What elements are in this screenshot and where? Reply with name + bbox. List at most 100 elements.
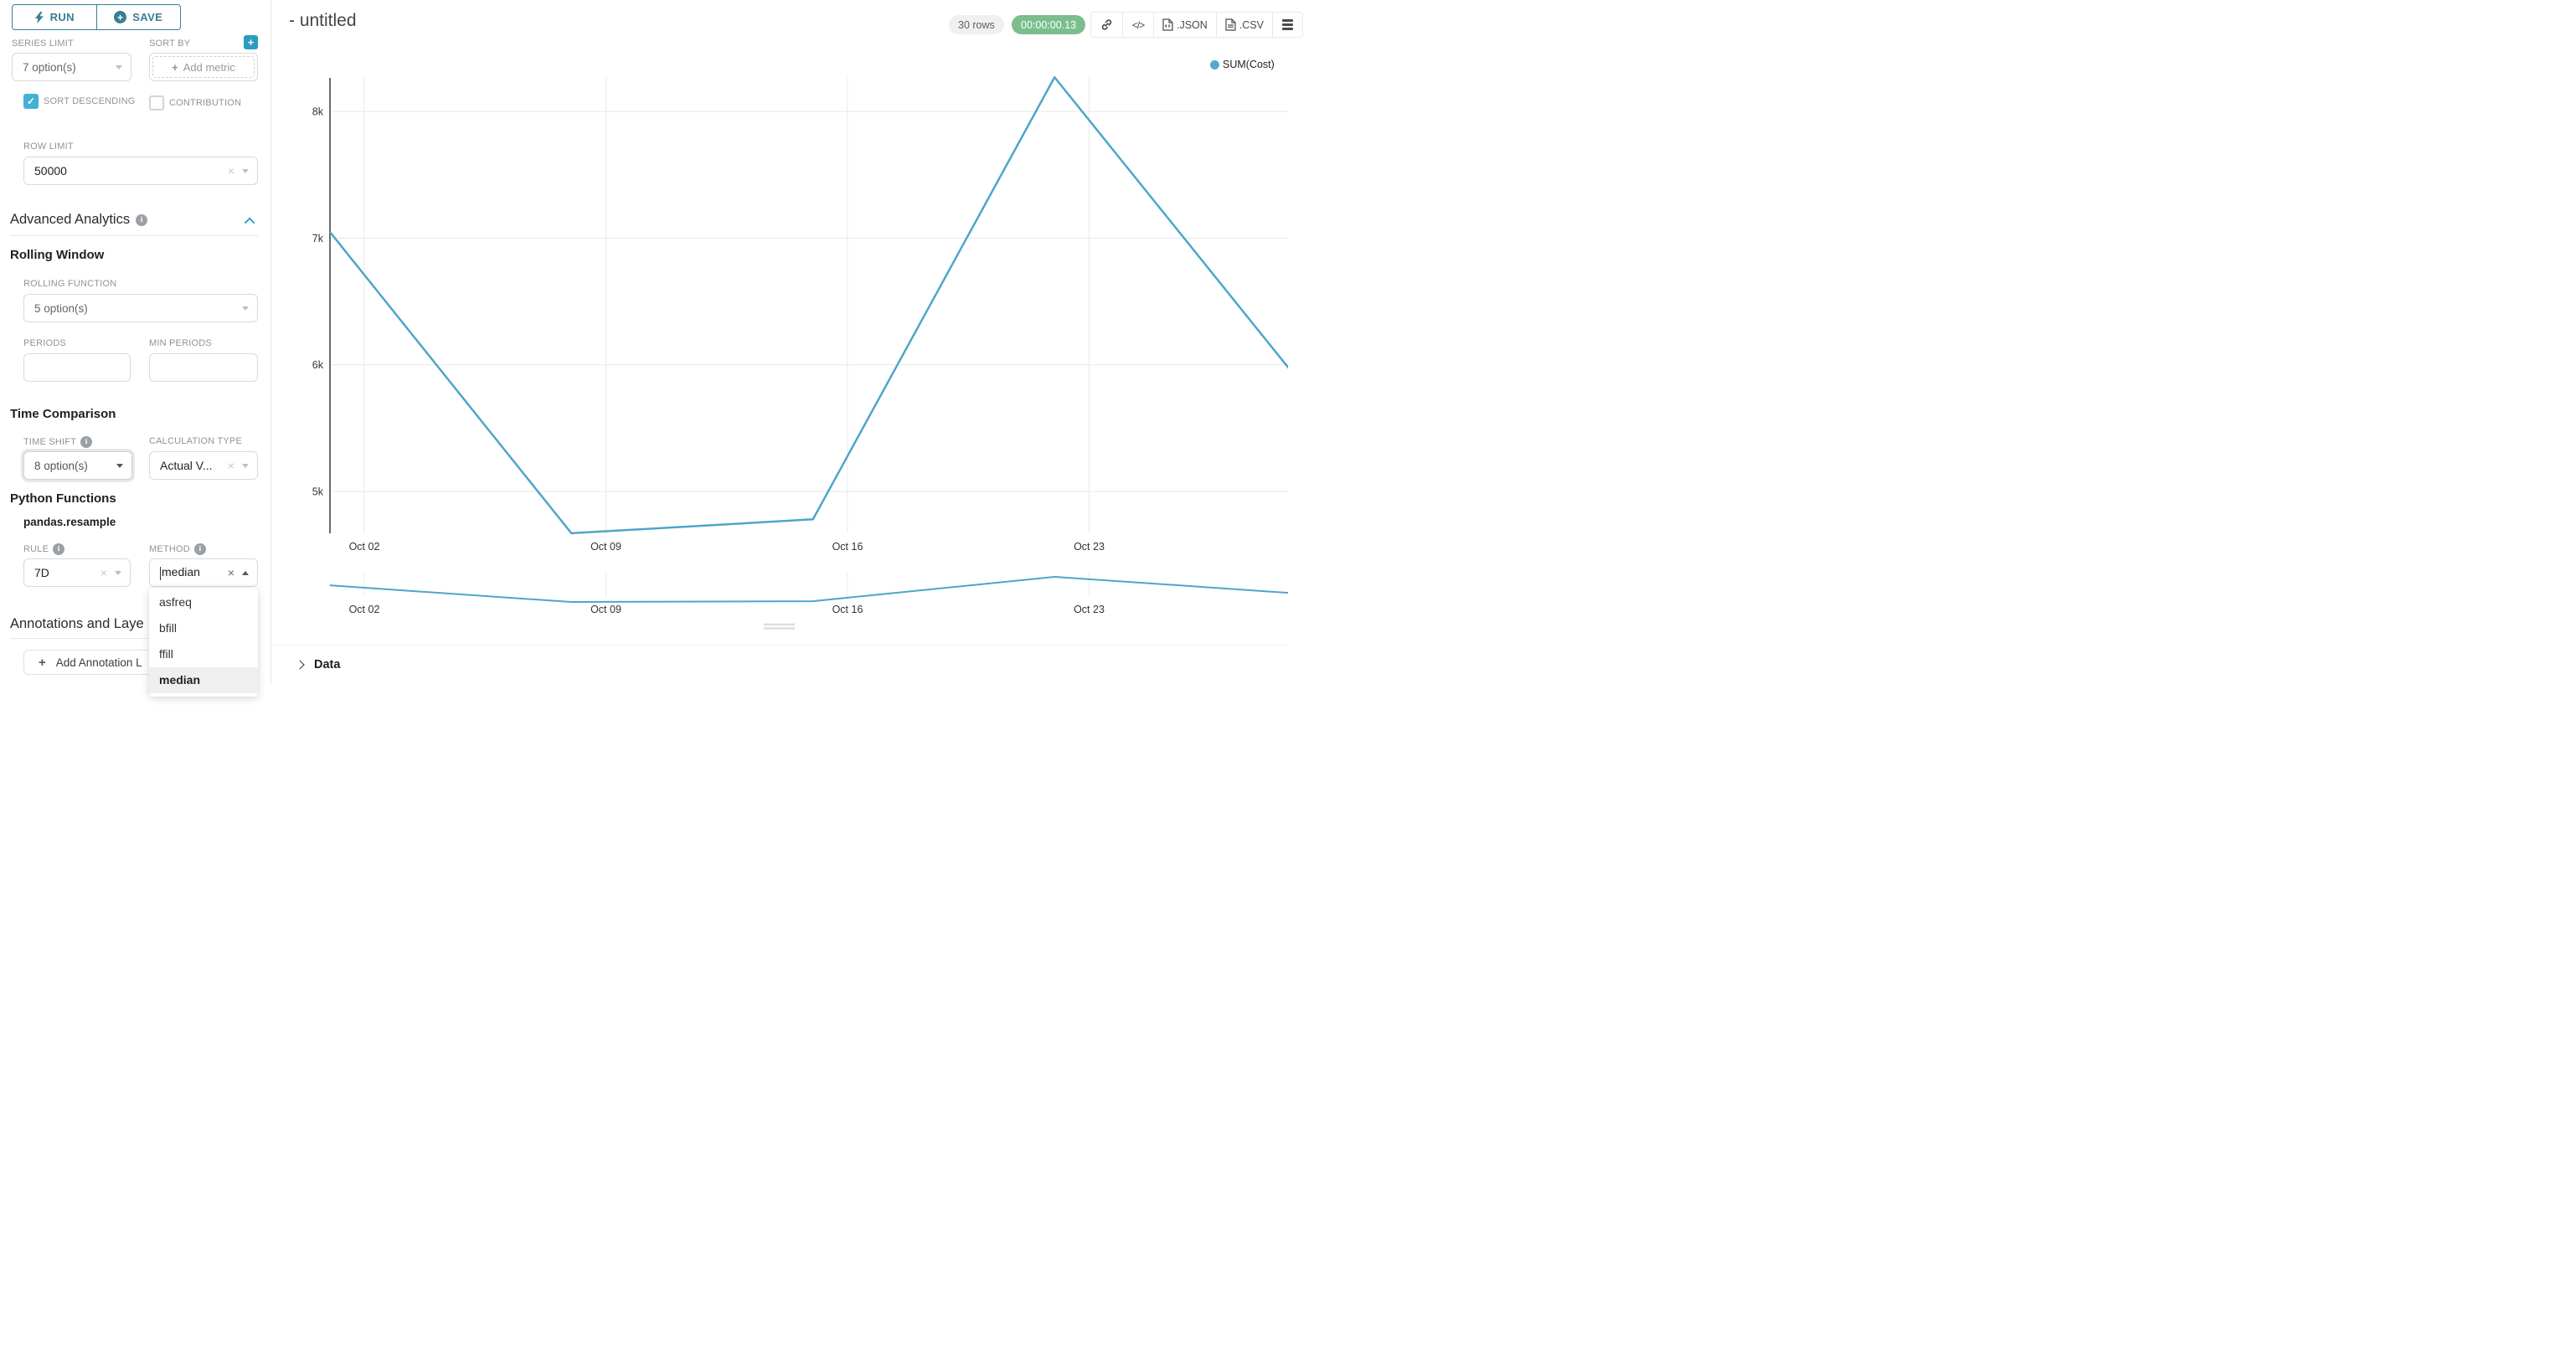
embed-code-button[interactable]: </> [1122,13,1153,37]
chart-area: - untitled 30 rows 00:00:00.13 </> .JSON [271,0,1303,684]
clear-icon[interactable]: × [227,459,234,472]
time-shift-label-text: TIME SHIFT [23,437,77,447]
svg-text:Oct 09: Oct 09 [590,604,621,615]
time-comparison-title: Time Comparison [10,407,116,421]
info-icon[interactable]: i [53,543,65,555]
data-results-panel: Data [271,645,1288,684]
rolling-window-title: Rolling Window [10,248,105,262]
rolling-function-value: 5 option(s) [34,301,88,315]
save-button[interactable]: + SAVE [95,5,181,29]
rolling-function-select[interactable]: 5 option(s) [23,294,258,322]
method-label-text: METHOD [149,544,190,554]
export-csv-button[interactable]: .CSV [1215,13,1272,37]
svg-text:Oct 16: Oct 16 [832,541,863,553]
plus-circle-icon: + [114,11,127,23]
min-periods-label: MIN PERIODS [149,338,212,348]
method-options-popup: asfreq bfill ffill median [149,588,258,697]
chevron-down-icon [242,306,249,311]
more-options-button[interactable] [1272,13,1302,37]
method-option-asfreq[interactable]: asfreq [159,595,192,609]
periods-input[interactable] [23,353,131,382]
python-functions-title: Python Functions [10,491,116,506]
add-annotation-label: Add Annotation L [55,656,142,669]
sort-by-label: SORT BY [149,39,191,49]
svg-text:Oct 23: Oct 23 [1074,604,1105,615]
series-color-dot [1210,59,1219,69]
chart-legend[interactable]: SUM(Cost) [1210,59,1275,70]
export-json-label: .JSON [1177,18,1208,31]
run-button[interactable]: RUN [13,5,96,29]
chevron-up-icon [242,570,249,575]
method-option-bfill[interactable]: bfill [159,621,178,635]
divider [10,638,258,639]
calculation-type-value: Actual V... [160,459,213,472]
row-limit-select[interactable]: 50000 × [23,157,258,185]
query-timer-badge: 00:00:00.13 [1012,15,1086,34]
chart-toolbar: </> .JSON .CSV [1090,12,1303,38]
advanced-analytics-title: Advanced Analytics [10,212,131,227]
calculation-type-select[interactable]: Actual V... × [149,451,258,480]
method-option-ffill[interactable]: ffill [159,647,173,661]
export-json-button[interactable]: .JSON [1153,13,1216,37]
add-sort-by-button[interactable]: + [244,35,258,49]
chevron-down-icon [116,463,123,468]
link-icon [1101,19,1112,30]
advanced-analytics-header[interactable]: Advanced Analytics i [10,212,255,229]
method-option-median[interactable]: median [149,667,258,693]
time-shift-label: TIME SHIFT i [23,436,93,448]
periods-label: PERIODS [23,338,66,348]
annotations-layers-title: Annotations and Laye [10,616,144,631]
svg-text:Oct 23: Oct 23 [1074,541,1105,553]
chevron-down-icon [242,168,249,173]
method-combobox[interactable]: median × [149,558,258,587]
info-icon[interactable]: i [80,436,93,448]
svg-text:Oct 09: Oct 09 [590,541,621,553]
calculation-type-label: CALCULATION TYPE [149,436,242,446]
text-cursor [160,566,161,580]
lightning-icon [34,11,44,23]
copy-link-button[interactable] [1091,13,1122,37]
file-code-icon [1162,18,1173,31]
clear-icon[interactable]: × [100,566,107,579]
chevron-down-icon [116,64,122,69]
clear-icon[interactable]: × [227,164,234,177]
rule-value: 7D [34,566,49,579]
info-icon[interactable]: i [136,213,148,226]
info-icon[interactable]: i [193,543,206,555]
clear-icon[interactable]: × [227,566,234,579]
data-panel-toggle[interactable]: Data [295,658,341,671]
chevron-down-icon [242,463,249,468]
run-save-button-group: RUN + SAVE [12,4,181,30]
svg-text:6k: 6k [312,359,324,371]
collapse-chevron-icon[interactable] [244,217,255,229]
sort-descending-label: SORT DESCENDING [44,96,136,106]
svg-text:Oct 02: Oct 02 [349,604,380,615]
data-panel-label: Data [314,658,341,671]
contribution-label: CONTRIBUTION [169,98,242,108]
method-value: median [160,565,200,580]
contribution-control: CONTRIBUTION [149,95,271,111]
min-periods-input[interactable] [149,353,258,382]
add-metric-dropzone[interactable]: + Add metric [149,53,258,81]
explore-view: RUN + SAVE SERIES LIMIT 7 option(s) SORT… [0,0,1303,697]
chart-title[interactable]: - untitled [289,11,357,30]
rule-label-text: RULE [23,544,49,554]
svg-text:Oct 16: Oct 16 [832,604,863,615]
series-limit-select[interactable]: 7 option(s) [12,53,131,81]
svg-text:7k: 7k [312,233,324,244]
svg-text:8k: 8k [312,106,324,118]
timeseries-line-chart[interactable]: 8k 7k 6k 5k Oct 02 Oct 09 Oct 16 Oct 23 Oct 02 Oc… [271,0,1288,636]
add-metric-label: Add metric [183,60,235,74]
pandas-resample-label: pandas.resample [23,516,116,528]
rolling-function-label: ROLLING FUNCTION [23,279,117,289]
contribution-checkbox[interactable] [149,95,164,111]
export-csv-label: .CSV [1239,18,1264,31]
rule-select[interactable]: 7D × [23,558,131,587]
sort-descending-checkbox[interactable]: ✓ [23,94,39,109]
row-limit-value: 50000 [34,164,67,177]
time-shift-select[interactable]: 8 option(s) [23,451,132,480]
plus-icon: + [39,655,46,670]
method-label: METHOD i [149,543,206,555]
series-limit-value: 7 option(s) [23,60,76,74]
svg-text:5k: 5k [312,486,324,498]
